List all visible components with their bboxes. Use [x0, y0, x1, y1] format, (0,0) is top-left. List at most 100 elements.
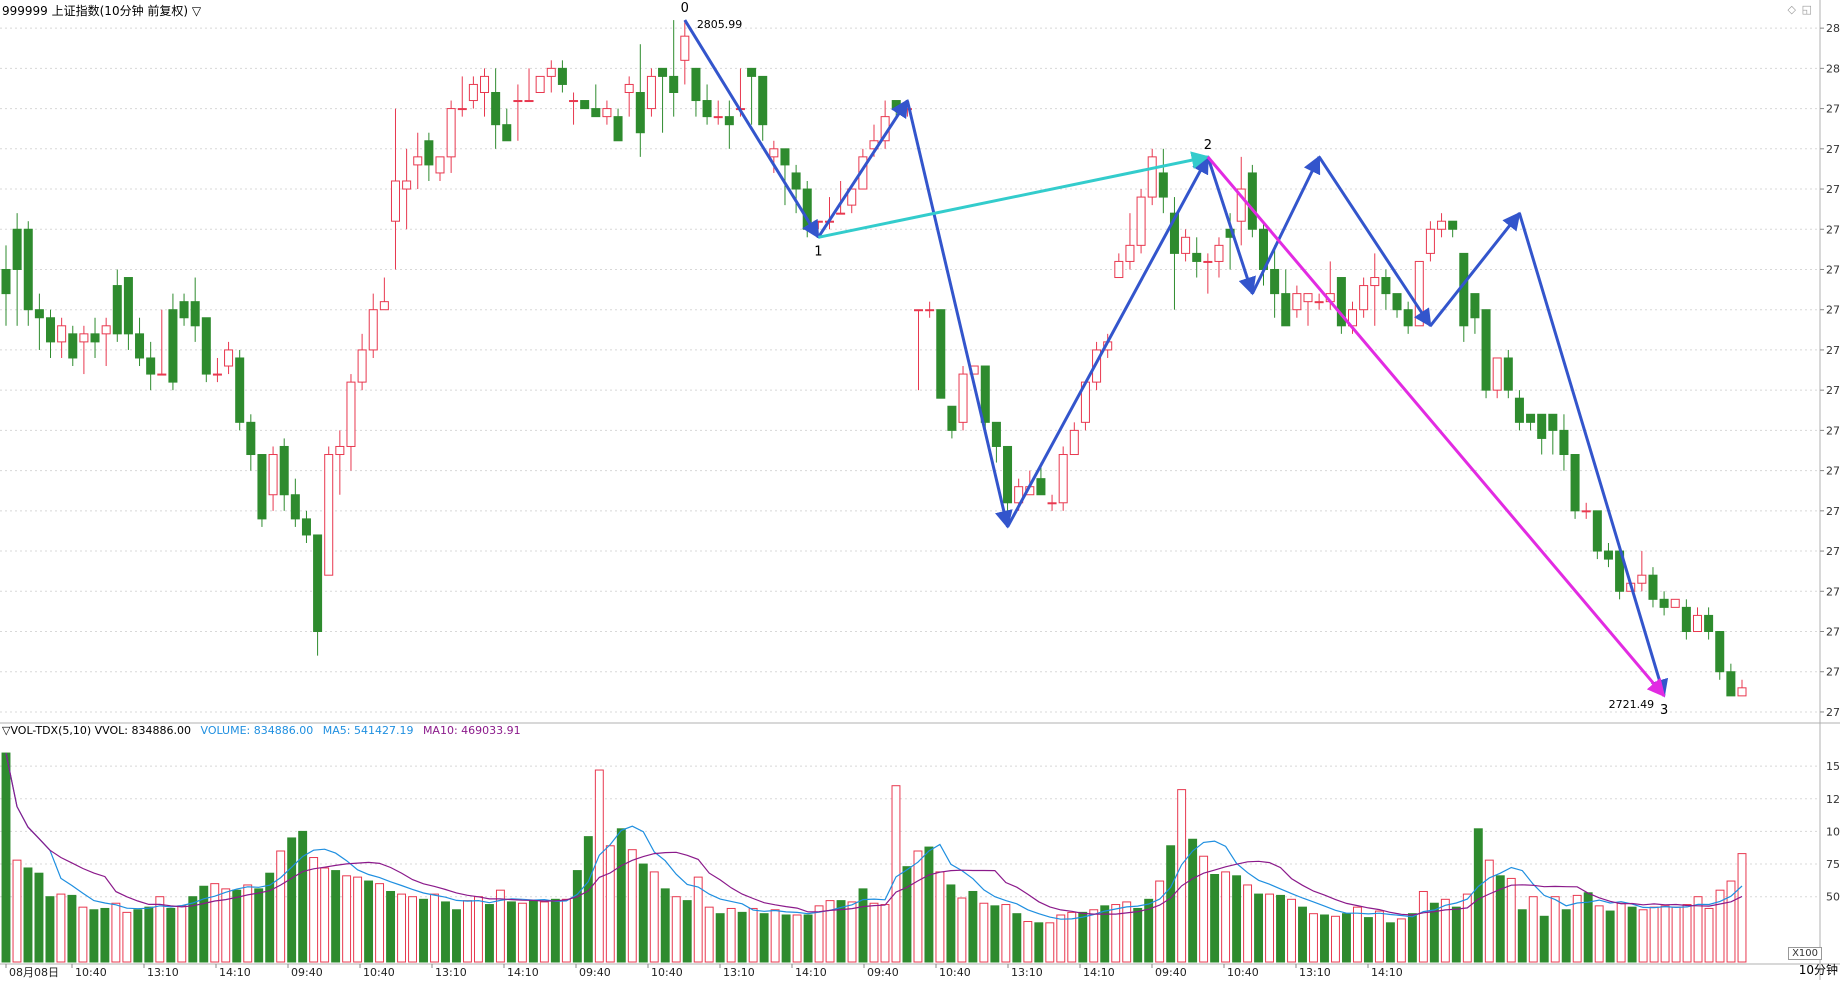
candle-body [1637, 574, 1647, 584]
candle-body [1581, 510, 1591, 513]
candle [90, 317, 100, 358]
volume-bar [891, 785, 901, 963]
volume-bar [836, 900, 846, 963]
candle-body [669, 75, 679, 93]
candle [758, 75, 768, 141]
volume-bar [1682, 904, 1692, 963]
price-tick-label: 2750 [1826, 465, 1840, 478]
time-tick-label: 09:40 [1155, 966, 1187, 979]
time-tick-label: 13:10 [1299, 966, 1331, 979]
candle-body [1559, 429, 1569, 456]
candle [635, 44, 645, 157]
candle-body [569, 100, 579, 103]
candle-body [891, 100, 901, 110]
candle [602, 100, 612, 125]
candle-body [1715, 631, 1725, 673]
volume-bar [1320, 914, 1329, 963]
candle-body [1281, 293, 1291, 327]
candle [747, 67, 757, 125]
candle [1492, 357, 1502, 399]
volume-bar [1704, 907, 1714, 963]
chart-title: 999999 上证指数(10分钟 前复权) ▽ [2, 4, 202, 18]
candle [991, 421, 1001, 463]
diamond-icon[interactable]: ◇ [1787, 3, 1796, 16]
volume-bar [1473, 828, 1483, 963]
volume-bar [924, 846, 934, 963]
candle [535, 75, 545, 93]
candle-body [1270, 268, 1280, 295]
volume-bar [1232, 875, 1242, 963]
vol-volume-value: VOLUME: 834886.00 [200, 724, 314, 737]
candle [157, 309, 167, 376]
candle-body [1247, 172, 1257, 230]
candle [836, 180, 846, 215]
volume-bar [1067, 911, 1077, 963]
candle-body [1681, 606, 1691, 633]
candle [646, 68, 656, 117]
candle [1336, 277, 1346, 334]
candle [491, 68, 501, 149]
candle-body [1125, 244, 1135, 262]
candle-body [1548, 413, 1558, 431]
candle [914, 309, 924, 391]
candle-body [413, 156, 423, 166]
candle [34, 293, 44, 350]
candle-body [591, 108, 601, 118]
volume-bar [528, 900, 538, 963]
candle-body [290, 494, 300, 520]
restore-window-icon[interactable]: ◱ [1801, 3, 1812, 16]
time-tick-label: 14:10 [795, 966, 827, 979]
candle [335, 430, 345, 495]
candle-body [1136, 196, 1146, 246]
volume-scale-badge: X100 [1788, 947, 1822, 960]
volume-bar [968, 890, 978, 963]
candle-body [936, 309, 946, 399]
volume-bar [847, 901, 857, 963]
volume-bar [210, 883, 220, 963]
candle-body [524, 100, 534, 103]
volume-bar [1144, 898, 1154, 963]
candle-body [1, 268, 11, 295]
candle-body [1392, 293, 1402, 311]
candle-body [1192, 252, 1202, 262]
period-selector[interactable]: 10分钟 [1798, 963, 1838, 977]
candle-body [1169, 212, 1179, 254]
candle [1, 245, 11, 326]
candle-body [112, 285, 122, 335]
volume-bar [474, 896, 483, 963]
candle [591, 84, 601, 118]
price-tick-label: 2755 [1826, 424, 1840, 437]
candle [480, 68, 490, 117]
volume-bar [1254, 893, 1264, 963]
wave-arrow [1206, 156, 1256, 296]
volume-bar [1166, 845, 1176, 963]
volume-bar [682, 900, 692, 963]
volume-bar [1528, 896, 1538, 963]
candle-body [1314, 301, 1324, 304]
volume-bar [803, 914, 813, 963]
volume-bar [902, 866, 912, 963]
candle [446, 100, 456, 173]
volume-bar [397, 893, 406, 963]
candle [724, 100, 734, 149]
volume-bar [375, 883, 385, 963]
volume-bar [353, 876, 363, 963]
volume-bar [1539, 915, 1549, 963]
candle [1681, 599, 1691, 640]
price-tick-label: 2720 [1826, 706, 1840, 719]
volume-bar [1462, 893, 1472, 963]
candle-body [1425, 228, 1435, 254]
volume-bar [1298, 906, 1307, 963]
candle-body [836, 212, 846, 215]
volume-bar [957, 897, 967, 963]
volume-bar [1056, 914, 1066, 963]
candle [580, 100, 590, 110]
volume-bar [1287, 898, 1296, 963]
volume-bar [1726, 880, 1736, 963]
candle-body [246, 421, 256, 456]
candle-body [1537, 413, 1547, 439]
candle-body [168, 309, 178, 383]
candle [925, 301, 935, 318]
candle [1136, 189, 1146, 254]
